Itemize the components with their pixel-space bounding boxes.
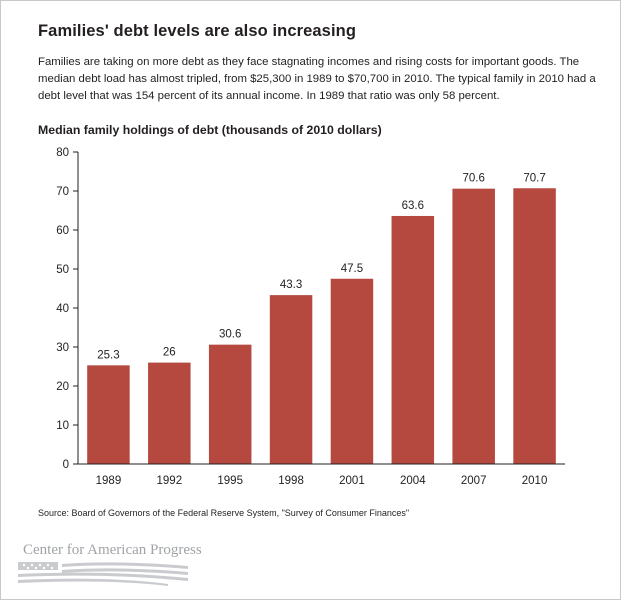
- y-tick-label: 60: [56, 225, 69, 237]
- x-tick-label: 2010: [522, 475, 548, 487]
- bar-data-label: 70.7: [523, 172, 545, 184]
- source-note: Source: Board of Governors of the Federa…: [38, 508, 410, 518]
- x-tick-label: 2001: [339, 475, 365, 487]
- flag-stripes-icon: [18, 562, 188, 586]
- bar: [87, 365, 130, 464]
- y-tick-label: 20: [56, 381, 69, 393]
- bar: [208, 344, 252, 464]
- bar: [513, 188, 556, 464]
- y-tick-label: 80: [56, 147, 69, 159]
- y-tick-label: 10: [56, 420, 69, 432]
- bar-data-label: 43.3: [280, 279, 302, 291]
- bar: [148, 362, 191, 464]
- logo-text: Center for American Progress: [23, 542, 202, 558]
- y-tick-label: 0: [63, 459, 69, 471]
- y-tick-label: 30: [56, 342, 69, 354]
- bar: [330, 278, 374, 464]
- bar-data-label: 25.3: [97, 349, 119, 361]
- x-tick-label: 2004: [400, 475, 426, 487]
- bar-data-label: 47.5: [341, 263, 363, 275]
- bar-data-label: 26: [163, 347, 176, 359]
- cap-logo: Center for American Progress: [18, 540, 218, 588]
- y-tick-label: 40: [56, 303, 69, 315]
- description-text: Families are taking on more debt as they…: [38, 56, 596, 102]
- bar-data-label: 70.6: [462, 173, 484, 185]
- x-tick-label: 1992: [157, 475, 183, 487]
- y-tick-label: 70: [56, 186, 69, 198]
- x-tick-label: 1989: [96, 475, 122, 487]
- x-tick-label: 2007: [461, 475, 487, 487]
- x-tick-label: 1998: [278, 475, 304, 487]
- bar: [391, 215, 435, 464]
- bar-data-label: 30.6: [219, 329, 241, 341]
- page-title: Families' debt levels are also increasin…: [38, 22, 357, 40]
- x-tick-label: 1995: [217, 475, 243, 487]
- bar-data-label: 63.6: [402, 200, 424, 212]
- y-tick-label: 50: [56, 264, 69, 276]
- bar: [452, 188, 495, 464]
- bar: [269, 295, 313, 464]
- chart-title: Median family holdings of debt (thousand…: [38, 123, 382, 137]
- bar-chart: 0 10 20 30 40 50 60 70 80 25.3 1989 26 1992 30.6 1995 4…: [56, 147, 565, 487]
